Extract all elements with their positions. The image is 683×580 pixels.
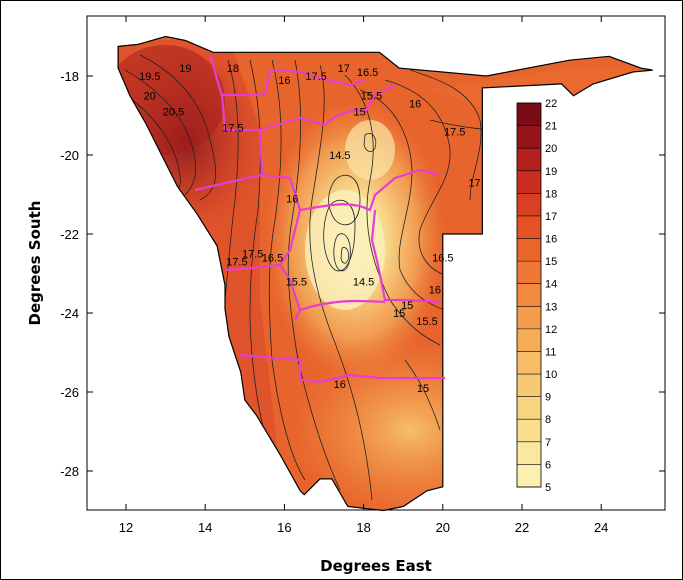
- contour-label: 16: [429, 284, 441, 296]
- contour-label: 16: [286, 193, 298, 205]
- contour-label: 15.5: [361, 91, 382, 103]
- y-tick-label: -22: [60, 227, 79, 242]
- colorbar-segment: [517, 148, 541, 171]
- colorbar: 22 21 20 19 18 17 16 15 14 13 12 11 10 9 8 7 6 5: [516, 98, 557, 494]
- x-tick-label: 16: [277, 520, 291, 535]
- colorbar-label: 10: [545, 369, 557, 381]
- colorbar-label: 13: [545, 301, 557, 313]
- contour-label: 18: [227, 63, 239, 75]
- contour-label: 17: [468, 178, 480, 190]
- colorbar-segment: [517, 170, 541, 194]
- x-tick-label: 24: [594, 520, 608, 535]
- colorbar-label: 21: [545, 121, 557, 133]
- colorbar-label: 12: [545, 324, 557, 336]
- colorbar-segment: [517, 215, 541, 239]
- contour-label: 15.5: [416, 316, 437, 328]
- colorbar-label: 11: [545, 346, 556, 358]
- contour-label: 14.5: [353, 276, 374, 288]
- contour-label: 15: [417, 383, 429, 395]
- namibia-outline: [117, 35, 653, 512]
- colorbar-segment: [517, 193, 541, 216]
- contour-label: 17.5: [242, 249, 263, 261]
- contour-label: 19: [179, 63, 191, 75]
- contour-label: 15: [401, 300, 413, 312]
- y-tick-label: -18: [60, 69, 79, 84]
- x-tick-label: 14: [198, 520, 212, 535]
- x-tick-label: 22: [515, 520, 529, 535]
- contour-label: 15: [393, 308, 405, 320]
- y-tick-label: -28: [60, 464, 79, 479]
- colorbar-segment: [517, 396, 541, 420]
- colorbar-segment: [517, 419, 541, 442]
- colorbar-label: 8: [545, 414, 551, 426]
- colorbar-label: 16: [545, 234, 557, 246]
- colorbar-segment: [517, 441, 541, 465]
- colorbar-label: 14: [545, 279, 557, 291]
- colorbar-label: 7: [545, 437, 551, 449]
- contour-label: 15.5: [286, 276, 307, 288]
- contour-label: 16: [278, 75, 290, 87]
- contour-label: 17.5: [222, 122, 243, 134]
- x-tick-label: 20: [436, 520, 450, 535]
- colorbar-segment: [517, 238, 541, 262]
- contour-label: 20.5: [163, 107, 184, 119]
- y-axis: -18 -20 -22 -24 -26 -28: [60, 69, 665, 479]
- colorbar-label: 18: [545, 188, 557, 200]
- colorbar-segment: [517, 464, 541, 487]
- colorbar-segment: [517, 374, 541, 397]
- colorbar-segment: [517, 283, 541, 307]
- contour-label: 17: [338, 63, 350, 75]
- colorbar-segment: [517, 125, 541, 149]
- y-tick-label: -26: [60, 385, 79, 400]
- contour-label: 17.5: [226, 257, 247, 269]
- colorbar-label: 20: [545, 143, 557, 155]
- colorbar-label: 9: [545, 392, 551, 404]
- contour-label: 16: [334, 379, 346, 391]
- contour-label: 16: [409, 99, 421, 111]
- colorbar-label: 6: [545, 459, 551, 471]
- y-tick-label: -20: [60, 148, 79, 163]
- colorbar-label: 19: [545, 166, 557, 178]
- colorbar-segment: [517, 261, 541, 284]
- contour-label: 20: [144, 91, 156, 103]
- x-tick-label: 12: [119, 520, 133, 535]
- x-axis: 12 14 16 18 20 22 24: [119, 16, 608, 535]
- contour-label: 16.5: [432, 253, 453, 265]
- contour-label: 19.5: [139, 71, 160, 83]
- colorbar-segment: [517, 328, 541, 352]
- contour-label: 16.5: [262, 253, 283, 265]
- x-tick-label: 18: [356, 520, 370, 535]
- contour-label: 15: [353, 107, 365, 119]
- colorbar-label: 5: [545, 482, 551, 494]
- colorbar-label: 22: [545, 98, 557, 110]
- y-axis-title: Degrees South: [26, 201, 44, 326]
- contour-label: 17.5: [305, 71, 326, 83]
- colorbar-label: 17: [545, 211, 557, 223]
- contour-label: 16.5: [357, 67, 378, 79]
- colorbar-segment: [517, 103, 541, 126]
- contour-label: 17.5: [444, 126, 465, 138]
- colorbar-segment: [517, 351, 541, 375]
- regional-boundaries: [194, 54, 445, 384]
- contour-label: 14.5: [329, 150, 350, 162]
- y-tick-label: -24: [60, 306, 79, 321]
- colorbar-label: 15: [545, 256, 557, 268]
- x-axis-title: Degrees East: [320, 557, 432, 575]
- colorbar-segment: [517, 306, 541, 329]
